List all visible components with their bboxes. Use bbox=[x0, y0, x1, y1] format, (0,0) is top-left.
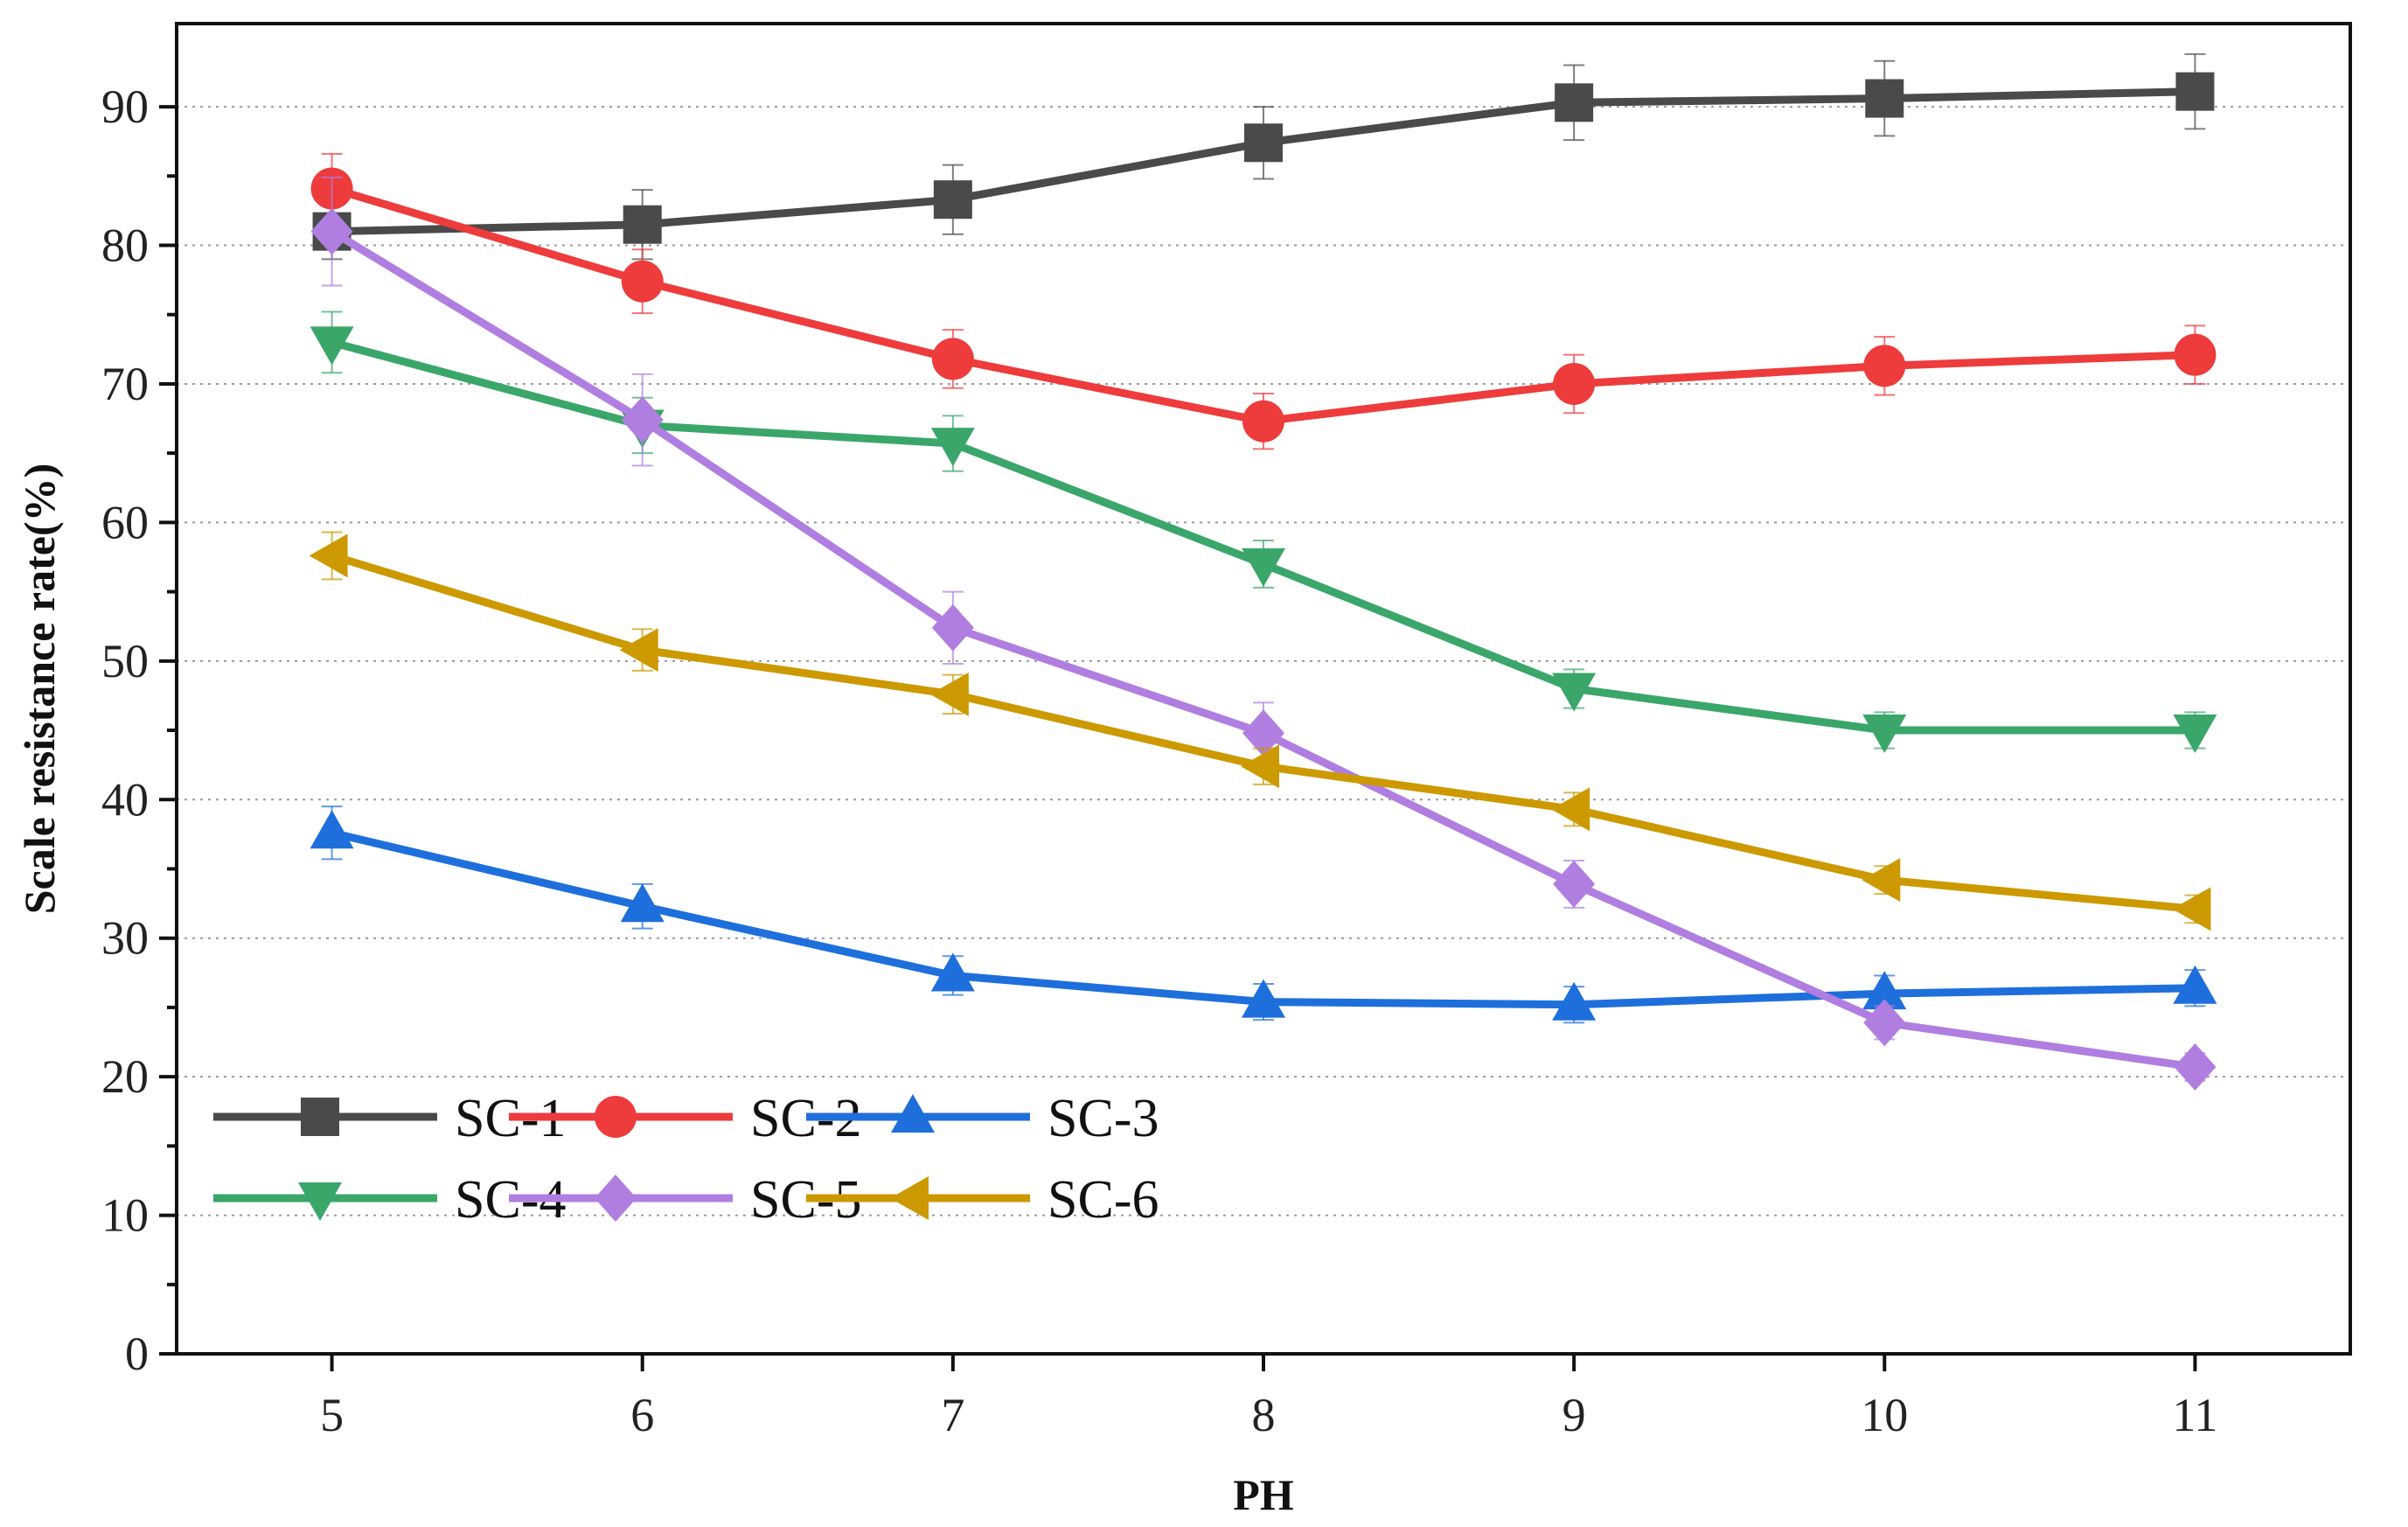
x-tick-label: 10 bbox=[1861, 1389, 1908, 1441]
data-point bbox=[621, 260, 664, 303]
y-tick-label: 30 bbox=[101, 912, 149, 965]
x-tick-label: 6 bbox=[630, 1389, 654, 1441]
y-axis-title: Scale resistance rate(%) bbox=[15, 464, 64, 915]
series-layer bbox=[309, 52, 2217, 1091]
data-point bbox=[1244, 123, 1283, 163]
y-tick-label: 10 bbox=[101, 1189, 149, 1242]
data-point bbox=[309, 533, 348, 578]
data-point bbox=[310, 810, 354, 849]
data-point bbox=[2173, 965, 2217, 1004]
y-tick-label: 60 bbox=[101, 496, 149, 548]
data-point bbox=[931, 338, 974, 380]
data-point bbox=[1555, 83, 1594, 122]
data-point bbox=[1553, 860, 1596, 908]
legend: SC-1 SC-2 SC-3SC-4 SC-5 SC-6 bbox=[213, 1089, 1159, 1230]
x-axis-title: PH bbox=[1233, 1470, 1294, 1519]
legend-marker bbox=[301, 1098, 339, 1136]
data-point bbox=[1242, 400, 1284, 443]
data-point bbox=[1242, 979, 1285, 1018]
legend-label: SC-3 bbox=[1047, 1089, 1159, 1148]
y-tick-label: 0 bbox=[125, 1328, 149, 1380]
legend-marker bbox=[595, 1175, 637, 1222]
data-point bbox=[1862, 715, 1907, 754]
x-tick-label: 5 bbox=[320, 1389, 344, 1441]
data-point bbox=[2175, 72, 2215, 111]
series-sc-5 bbox=[310, 176, 2217, 1091]
data-point bbox=[1242, 709, 1284, 757]
data-point bbox=[1865, 79, 1904, 118]
data-point bbox=[1863, 345, 1906, 387]
legend-marker bbox=[595, 1096, 637, 1138]
data-point bbox=[1242, 547, 1285, 587]
data-point bbox=[1863, 999, 1906, 1047]
y-tick-label: 40 bbox=[101, 773, 149, 826]
x-tick-label: 9 bbox=[1562, 1389, 1586, 1441]
data-point bbox=[2174, 333, 2217, 376]
data-point bbox=[931, 603, 974, 652]
data-point bbox=[1551, 787, 1590, 832]
data-point bbox=[2173, 715, 2217, 754]
x-tick-label: 7 bbox=[941, 1389, 964, 1441]
data-point bbox=[619, 628, 658, 673]
legend-marker bbox=[891, 1094, 935, 1133]
data-point bbox=[623, 205, 662, 244]
data-point bbox=[1553, 362, 1596, 405]
x-tick-label: 11 bbox=[2172, 1389, 2217, 1441]
y-tick-label: 90 bbox=[101, 80, 149, 133]
data-point bbox=[620, 883, 665, 923]
series-sc-6 bbox=[309, 531, 2211, 931]
data-point bbox=[310, 207, 353, 255]
data-point bbox=[2174, 1043, 2217, 1091]
data-point bbox=[310, 326, 354, 366]
legend-marker bbox=[890, 1176, 929, 1220]
y-tick-label: 80 bbox=[101, 220, 149, 272]
data-point bbox=[930, 952, 975, 992]
data-point bbox=[621, 396, 664, 444]
legend-item-sc-3: SC-3 bbox=[806, 1089, 1159, 1148]
series-sc-3 bbox=[310, 805, 2217, 1024]
series-sc-2 bbox=[310, 152, 2217, 450]
gridlines bbox=[177, 106, 2350, 1217]
data-point bbox=[1241, 744, 1279, 789]
data-point bbox=[1862, 971, 1907, 1010]
data-point bbox=[1862, 858, 1901, 903]
data-point bbox=[1552, 981, 1597, 1021]
legend-label: SC-6 bbox=[1047, 1170, 1159, 1230]
data-point bbox=[933, 180, 972, 220]
data-point bbox=[929, 672, 969, 716]
data-point bbox=[1552, 673, 1597, 712]
y-tick-label: 50 bbox=[101, 635, 149, 687]
y-tick-label: 20 bbox=[101, 1050, 149, 1103]
legend-item-sc-6: SC-6 bbox=[806, 1170, 1159, 1230]
legend-marker bbox=[298, 1182, 342, 1221]
data-point bbox=[930, 428, 975, 467]
y-tick-label: 70 bbox=[101, 358, 149, 410]
data-point bbox=[2172, 887, 2211, 931]
x-tick-label: 8 bbox=[1252, 1389, 1276, 1441]
axes: 0 10 20 30 40 50 60 70 80 90 5 6 7 8 9 10 11 bbox=[101, 80, 2217, 1441]
